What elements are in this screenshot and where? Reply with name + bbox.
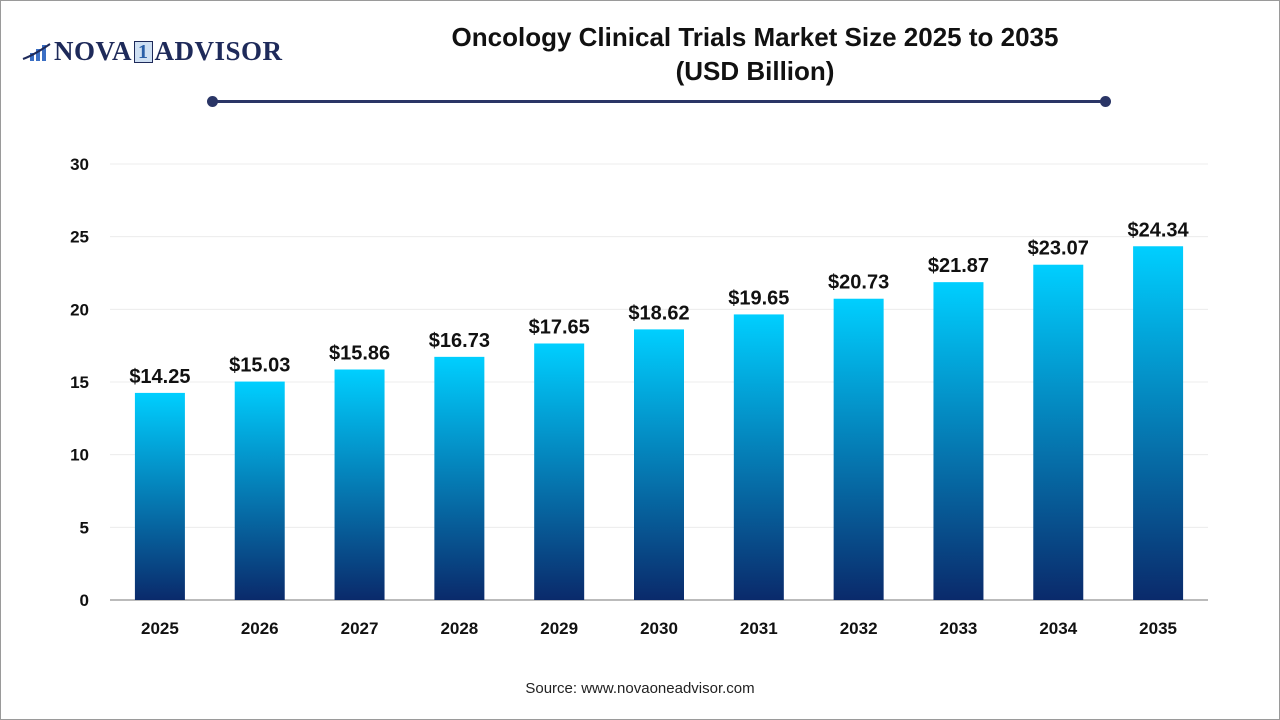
- bar-2026: [234, 381, 285, 600]
- title-line-1: Oncology Clinical Trials Market Size 202…: [451, 22, 1059, 52]
- y-tick-label: 25: [70, 228, 89, 247]
- x-tick-label-2035: 2035: [1139, 619, 1177, 638]
- bar-2030: [634, 329, 684, 600]
- bar-2028: [434, 356, 485, 600]
- logo-text-left: NOVA: [54, 36, 133, 66]
- x-tick-label-2031: 2031: [740, 619, 778, 638]
- data-label-2029: $17.65: [529, 316, 590, 338]
- x-tick-label-2032: 2032: [840, 619, 878, 638]
- y-tick-label: 30: [70, 155, 89, 174]
- y-tick-label: 5: [80, 518, 89, 537]
- logo-text-right: ADVISOR: [154, 36, 283, 66]
- x-tick-label-2029: 2029: [540, 619, 578, 638]
- title-line-2: (USD Billion): [675, 56, 835, 86]
- x-tick-label-2026: 2026: [241, 619, 279, 638]
- bar-2029: [534, 343, 585, 600]
- x-tick-label-2034: 2034: [1039, 619, 1077, 638]
- data-label-2028: $16.73: [429, 330, 490, 352]
- title-divider: [213, 100, 1106, 103]
- bar-2034: [1033, 264, 1084, 600]
- source-note: Source: www.novaoneadvisor.com: [525, 680, 755, 697]
- x-tick-label-2033: 2033: [940, 619, 978, 638]
- x-tick-label-2027: 2027: [341, 619, 379, 638]
- data-label-2033: $21.87: [928, 255, 989, 277]
- y-tick-label: 0: [80, 591, 89, 610]
- data-label-2025: $14.25: [129, 366, 190, 388]
- y-tick-label: 20: [70, 300, 89, 319]
- bar-2031: [733, 314, 784, 600]
- divider-dot-left: [207, 96, 218, 107]
- logo-text-mid: 1: [134, 40, 153, 63]
- data-label-2034: $23.07: [1028, 238, 1089, 260]
- chart-title: Oncology Clinical Trials Market Size 202…: [300, 20, 1210, 88]
- data-label-2027: $15.86: [329, 343, 390, 365]
- divider-dot-right: [1100, 96, 1111, 107]
- nova-advisor-logo: NOVA 1 ADVISOR: [22, 36, 283, 67]
- bar-2025: [134, 392, 185, 600]
- bar-chart-logo-icon: [22, 42, 51, 61]
- bar-2027: [334, 369, 385, 600]
- bar-2033: [933, 282, 984, 600]
- data-label-2030: $18.62: [628, 302, 689, 324]
- x-tick-label-2030: 2030: [640, 619, 678, 638]
- data-label-2035: $24.34: [1128, 219, 1190, 241]
- bar-2035: [1133, 246, 1184, 600]
- data-label-2026: $15.03: [229, 355, 290, 377]
- x-tick-label-2025: 2025: [141, 619, 179, 638]
- y-tick-label: 10: [70, 446, 89, 465]
- data-label-2032: $20.73: [828, 272, 889, 294]
- data-label-2031: $19.65: [728, 287, 789, 309]
- y-tick-label: 15: [70, 373, 89, 392]
- x-tick-label-2028: 2028: [440, 619, 478, 638]
- bar-2032: [833, 298, 884, 600]
